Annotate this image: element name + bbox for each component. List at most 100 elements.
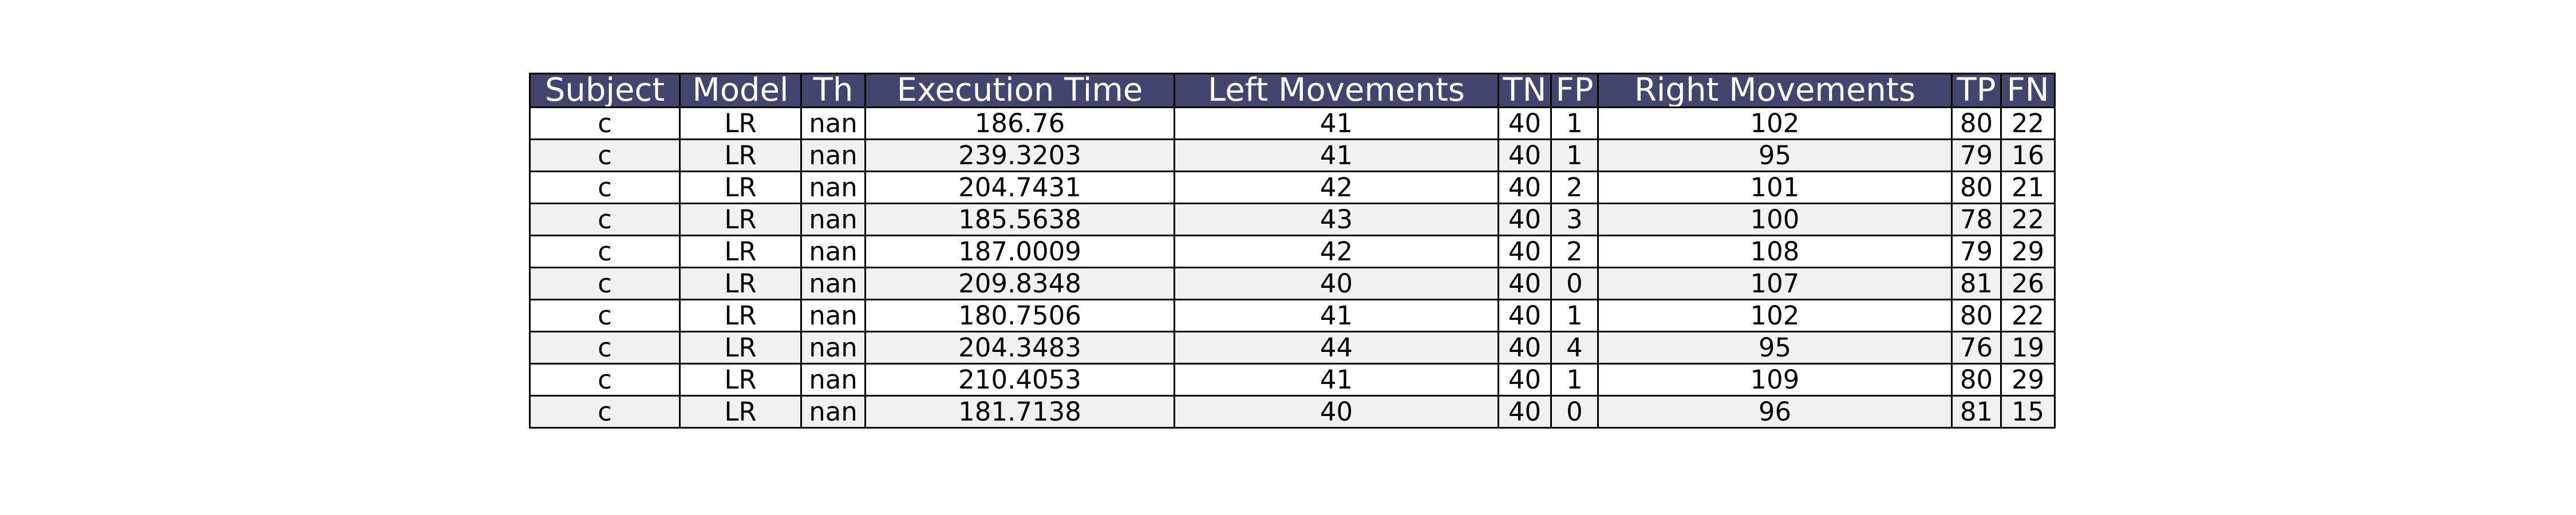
table-cell-right-movements: 107 <box>1597 267 1953 300</box>
table-cell-left-movements: 41 <box>1174 106 1499 140</box>
table-cell-left-movements: 40 <box>1174 395 1499 429</box>
table-cell-left-movements: 40 <box>1174 267 1499 300</box>
table-cell-execution-time: 187.0009 <box>864 235 1175 268</box>
table-cell-subject: c <box>529 331 681 365</box>
column-header-subject: Subject <box>529 73 681 108</box>
table-cell-th: nan <box>800 138 866 172</box>
table-row: c LR nan 204.3483 44 40 4 95 76 19 <box>529 331 2056 365</box>
table-cell-subject: c <box>529 363 681 397</box>
column-header-fn: FN <box>2000 73 2056 108</box>
table-cell-th: nan <box>800 235 866 268</box>
column-header-tp: TP <box>1951 73 2002 108</box>
table-cell-left-movements: 42 <box>1174 171 1499 204</box>
table-cell-fn: 22 <box>2000 299 2056 332</box>
table-cell-tp: 80 <box>1951 363 2002 397</box>
table-cell-left-movements: 41 <box>1174 299 1499 332</box>
table-cell-tn: 40 <box>1498 138 1552 172</box>
table-cell-execution-time: 204.7431 <box>864 171 1175 204</box>
table-row: c LR nan 209.8348 40 40 0 107 81 26 <box>529 267 2056 300</box>
table-row: c LR nan 239.3203 41 40 1 95 79 16 <box>529 138 2056 172</box>
table-cell-th: nan <box>800 395 866 429</box>
table-cell-model: LR <box>679 235 802 268</box>
table-cell-fp: 3 <box>1550 203 1599 236</box>
table-cell-execution-time: 180.7506 <box>864 299 1175 332</box>
table-cell-subject: c <box>529 299 681 332</box>
table-cell-tn: 40 <box>1498 299 1552 332</box>
table-cell-th: nan <box>800 363 866 397</box>
table-cell-tp: 80 <box>1951 106 2002 140</box>
table-cell-right-movements: 109 <box>1597 363 1953 397</box>
table-cell-right-movements: 101 <box>1597 171 1953 204</box>
table-row: c LR nan 204.7431 42 40 2 101 80 21 <box>529 171 2056 204</box>
column-header-tn: TN <box>1498 73 1552 108</box>
table-cell-model: LR <box>679 106 802 140</box>
table-cell-execution-time: 209.8348 <box>864 267 1175 300</box>
table-cell-execution-time: 210.4053 <box>864 363 1175 397</box>
table-body: c LR nan 186.76 41 40 1 102 80 22 c LR nan 239.3203 41… <box>529 106 2056 429</box>
table-cell-model: LR <box>679 299 802 332</box>
table-cell-model: LR <box>679 267 802 300</box>
table-cell-tp: 81 <box>1951 395 2002 429</box>
table-cell-right-movements: 108 <box>1597 235 1953 268</box>
table-header-row: Subject Model Th Execution Time Left Movemen… <box>529 73 2056 108</box>
table-cell-fp: 2 <box>1550 235 1599 268</box>
table-cell-right-movements: 95 <box>1597 331 1953 365</box>
table-cell-left-movements: 42 <box>1174 235 1499 268</box>
table-cell-right-movements: 102 <box>1597 106 1953 140</box>
table-cell-left-movements: 43 <box>1174 203 1499 236</box>
table-cell-tn: 40 <box>1498 235 1552 268</box>
table-cell-subject: c <box>529 395 681 429</box>
table-cell-model: LR <box>679 395 802 429</box>
table-cell-fn: 22 <box>2000 203 2056 236</box>
table-cell-execution-time: 186.76 <box>864 106 1175 140</box>
table-cell-subject: c <box>529 235 681 268</box>
table-cell-model: LR <box>679 331 802 365</box>
table-cell-model: LR <box>679 138 802 172</box>
table-cell-fn: 16 <box>2000 138 2056 172</box>
table-cell-tp: 80 <box>1951 299 2002 332</box>
table-cell-th: nan <box>800 106 866 140</box>
table-cell-subject: c <box>529 203 681 236</box>
table-cell-execution-time: 239.3203 <box>864 138 1175 172</box>
table-cell-model: LR <box>679 203 802 236</box>
table-cell-tp: 76 <box>1951 331 2002 365</box>
table-cell-th: nan <box>800 171 866 204</box>
column-header-execution-time: Execution Time <box>864 73 1175 108</box>
column-header-left-movements: Left Movements <box>1174 73 1499 108</box>
data-table-container: Subject Model Th Execution Time Left Movemen… <box>529 73 2056 429</box>
table-cell-tn: 40 <box>1498 203 1552 236</box>
table-cell-fp: 1 <box>1550 138 1599 172</box>
table-cell-execution-time: 204.3483 <box>864 331 1175 365</box>
table-cell-tp: 78 <box>1951 203 2002 236</box>
table-cell-right-movements: 100 <box>1597 203 1953 236</box>
table-cell-tp: 79 <box>1951 235 2002 268</box>
column-header-fp: FP <box>1550 73 1599 108</box>
table-row: c LR nan 185.5638 43 40 3 100 78 22 <box>529 203 2056 236</box>
table-cell-tp: 79 <box>1951 138 2002 172</box>
column-header-th: Th <box>800 73 866 108</box>
table-cell-fp: 0 <box>1550 395 1599 429</box>
table-row: c LR nan 210.4053 41 40 1 109 80 29 <box>529 363 2056 397</box>
table-cell-tn: 40 <box>1498 267 1552 300</box>
data-table: Subject Model Th Execution Time Left Movemen… <box>529 73 2056 429</box>
table-cell-subject: c <box>529 267 681 300</box>
table-cell-fn: 19 <box>2000 331 2056 365</box>
table-cell-fp: 1 <box>1550 299 1599 332</box>
table-cell-th: nan <box>800 299 866 332</box>
table-cell-tp: 81 <box>1951 267 2002 300</box>
table-cell-fn: 26 <box>2000 267 2056 300</box>
table-cell-model: LR <box>679 171 802 204</box>
table-cell-model: LR <box>679 363 802 397</box>
table-cell-execution-time: 181.7138 <box>864 395 1175 429</box>
table-cell-tp: 80 <box>1951 171 2002 204</box>
table-cell-right-movements: 95 <box>1597 138 1953 172</box>
table-row: c LR nan 187.0009 42 40 2 108 79 29 <box>529 235 2056 268</box>
table-cell-tn: 40 <box>1498 106 1552 140</box>
table-row: c LR nan 181.7138 40 40 0 96 81 15 <box>529 395 2056 429</box>
table-cell-th: nan <box>800 203 866 236</box>
table-cell-subject: c <box>529 171 681 204</box>
table-cell-fn: 22 <box>2000 106 2056 140</box>
table-cell-tn: 40 <box>1498 171 1552 204</box>
table-cell-tn: 40 <box>1498 395 1552 429</box>
table-cell-tn: 40 <box>1498 331 1552 365</box>
